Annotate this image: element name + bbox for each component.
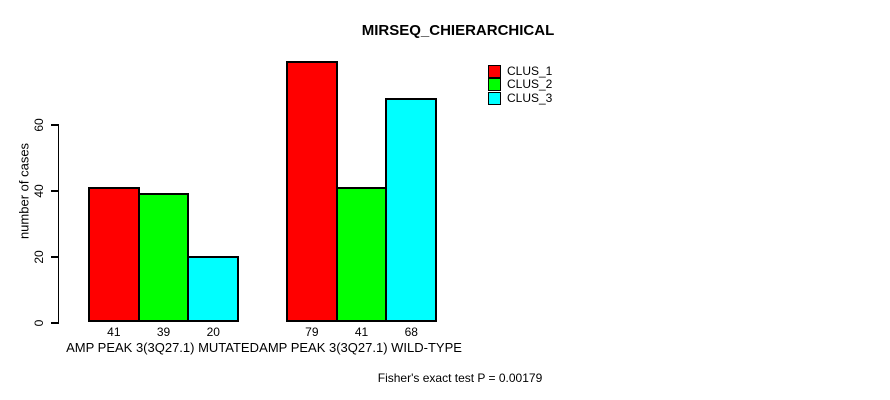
bar-clus_2-group1	[137, 193, 190, 322]
bar-value-label: 39	[156, 325, 171, 339]
bar-clus_1-group2	[286, 61, 338, 322]
y-axis-tick-label: 40	[32, 184, 46, 198]
y-axis-tick	[50, 256, 58, 258]
annotation-fisher-test: Fisher's exact test P = 0.00179	[377, 371, 543, 385]
x-axis-category-label: AMP PEAK 3(3Q27.1) MUTATED	[66, 340, 259, 355]
bar-value-label: 68	[404, 325, 418, 339]
y-axis-tick-label: 20	[32, 250, 46, 264]
x-axis-category-label: AMP PEAK 3(3Q27.1) WILD-TYPE	[259, 340, 462, 355]
y-axis-tick-label: 0	[32, 319, 46, 327]
bar-clus_1-group1	[88, 186, 140, 322]
bar-clus_3-group2	[385, 97, 438, 322]
bar-value-label: 20	[206, 325, 220, 339]
y-axis-tick	[50, 322, 58, 324]
bar-clus_3-group1	[187, 256, 240, 322]
bar-clus_2-group2	[335, 186, 388, 322]
y-axis-line	[57, 124, 59, 324]
y-axis-tick	[50, 124, 58, 126]
bar-value-label: 79	[305, 325, 319, 339]
bar-value-label: 41	[107, 325, 121, 339]
bar-value-label: 41	[354, 325, 369, 339]
y-axis-tick	[50, 190, 58, 192]
chart-title: MIRSEQ_CHIERARCHICAL	[361, 22, 555, 39]
y-axis-tick-label: 60	[32, 118, 46, 132]
